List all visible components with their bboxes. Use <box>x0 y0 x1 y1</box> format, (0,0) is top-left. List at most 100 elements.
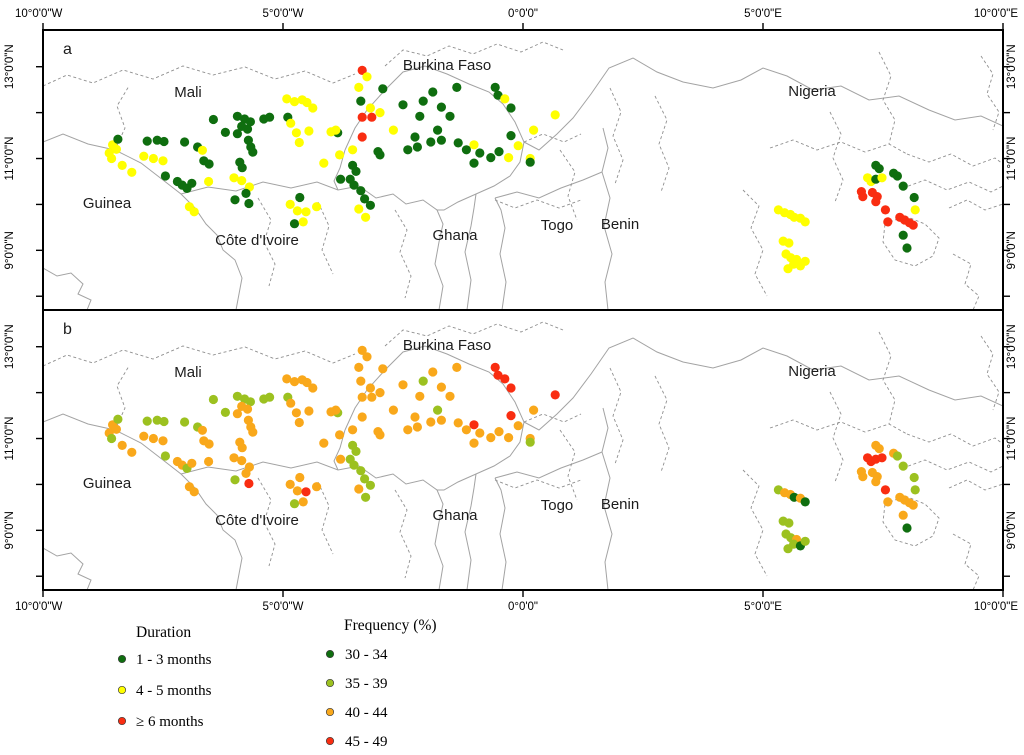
legend-item-duration-1: 4 - 5 months <box>117 683 212 699</box>
site-marker <box>152 135 162 145</box>
site-marker <box>494 147 504 157</box>
site-marker <box>142 416 152 426</box>
country-label-ghana: Ghana <box>432 227 478 244</box>
site-marker <box>127 167 137 177</box>
site-marker <box>410 132 420 142</box>
site-marker <box>378 364 388 374</box>
legend-item-label: 4 - 5 months <box>136 683 212 699</box>
site-marker <box>898 230 908 240</box>
site-marker <box>360 194 370 204</box>
lat-axis-label-left: 9°0'0"N <box>4 231 16 269</box>
site-marker <box>436 382 446 392</box>
site-marker <box>189 487 199 497</box>
site-marker <box>294 137 304 148</box>
legend-item-frequency-0: 30 - 34 <box>325 647 388 663</box>
site-marker <box>475 148 485 158</box>
site-marker <box>898 461 908 471</box>
site-marker <box>148 153 158 164</box>
site-marker <box>898 181 908 191</box>
site-marker <box>326 407 336 417</box>
legend-swatch <box>117 685 127 695</box>
site-marker <box>286 398 296 408</box>
site-marker <box>461 425 471 435</box>
site-marker <box>365 200 375 210</box>
site-marker <box>388 125 398 135</box>
site-marker <box>349 460 359 470</box>
site-marker <box>506 103 516 113</box>
site-marker <box>452 82 462 92</box>
site-marker <box>403 425 413 435</box>
legend-swatch <box>325 736 335 746</box>
site-marker <box>490 82 500 92</box>
site-marker <box>908 500 918 510</box>
site-marker <box>180 417 190 427</box>
site-marker <box>204 159 214 169</box>
panel-frame-a <box>42 29 1004 311</box>
legend-item-label: 35 - 39 <box>345 676 388 692</box>
map-panels: Mali Burkina Faso Guinea Côte d'Ivoire Ghana… <box>42 29 1004 591</box>
site-marker <box>160 451 170 461</box>
site-marker <box>469 420 479 430</box>
lat-axis-label-left: 11°0'0"N <box>4 137 16 181</box>
site-marker <box>351 166 361 176</box>
lat-axis-label-right: 9°0'0"N <box>1006 231 1018 269</box>
site-marker <box>113 134 123 144</box>
site-marker <box>490 362 500 372</box>
site-marker <box>910 485 920 495</box>
site-marker <box>117 160 127 170</box>
site-marker <box>294 417 304 428</box>
lon-axis-label-top: 10°0'0"W <box>15 8 62 20</box>
panel-a: Mali Burkina Faso Guinea Côte d'Ivoire Ghana… <box>43 41 1003 310</box>
site-marker <box>152 415 162 425</box>
site-marker <box>357 412 367 422</box>
country-label-mali: Mali <box>174 364 202 381</box>
site-marker <box>874 444 884 454</box>
lon-axis-label-top: 5°0'0"W <box>263 8 304 20</box>
country-label-guinea: Guinea <box>83 475 132 492</box>
site-marker <box>513 421 523 431</box>
site-marker <box>433 125 443 135</box>
legend-swatch <box>325 678 335 688</box>
site-marker <box>908 220 918 230</box>
site-marker <box>415 111 425 121</box>
legend-swatch <box>117 654 127 664</box>
site-marker <box>265 112 275 122</box>
site-marker <box>525 437 535 447</box>
panel-letter-b: b <box>63 321 72 338</box>
site-marker <box>858 192 868 202</box>
country-label-guinea: Guinea <box>83 195 132 212</box>
lat-axis-label-right: 11°0'0"N <box>1006 417 1018 461</box>
site-marker <box>107 153 117 164</box>
site-marker <box>356 466 366 476</box>
site-marker <box>506 411 516 421</box>
site-marker <box>204 176 214 187</box>
legend-item-frequency-2: 40 - 44 <box>325 705 388 721</box>
site-marker <box>204 439 214 449</box>
site-marker <box>197 145 207 155</box>
site-marker <box>289 377 300 387</box>
legend-item-frequency-1: 35 - 39 <box>325 676 388 692</box>
site-marker <box>428 367 438 377</box>
site-marker <box>242 404 253 414</box>
site-marker <box>291 128 301 138</box>
site-marker <box>871 477 881 487</box>
site-marker <box>304 406 314 416</box>
site-marker <box>229 453 239 463</box>
site-marker <box>529 125 539 135</box>
site-marker <box>354 362 364 372</box>
site-marker <box>357 345 367 355</box>
site-marker <box>800 256 810 266</box>
lat-axis-label-right: 9°0'0"N <box>1006 511 1018 549</box>
site-marker <box>800 217 810 227</box>
legend-item-label: 1 - 3 months <box>136 652 212 668</box>
site-marker <box>292 486 302 496</box>
site-marker <box>354 204 364 214</box>
site-marker <box>892 451 903 461</box>
site-marker <box>375 150 385 160</box>
site-marker <box>858 472 868 482</box>
country-label-mali: Mali <box>174 84 202 101</box>
site-marker <box>426 137 436 147</box>
site-marker <box>445 111 455 121</box>
site-marker <box>378 84 388 94</box>
